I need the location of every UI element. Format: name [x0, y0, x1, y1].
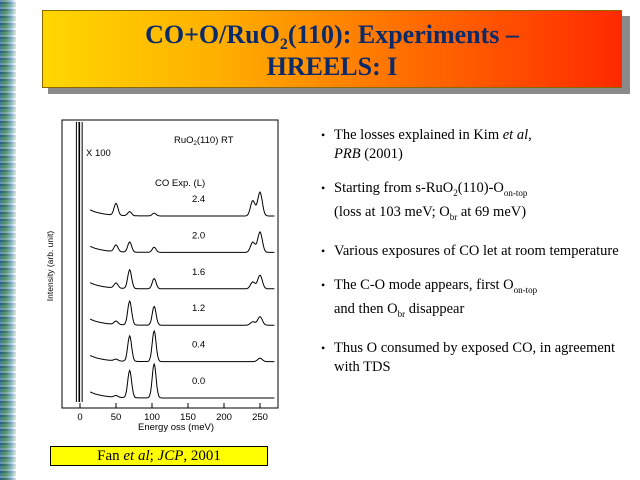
spectrum-line: [89, 268, 275, 290]
bullet-text: ,: [528, 127, 532, 143]
bullet-subscript: br: [449, 211, 458, 222]
multiplier-label: X 100: [86, 148, 111, 159]
decorative-side-texture: [0, 0, 16, 480]
y-axis-label: Intensity (arb. unit): [45, 231, 55, 302]
sample-label-a: RuO: [174, 135, 194, 146]
exposure-label: 1.6: [192, 267, 205, 278]
hreels-chart: 2.4 2.0 1.6 1.2 0.4 0.0 0 50 100 150 200 250 Inten…: [45, 119, 279, 433]
x-axis-label: Energy oss (meV): [138, 422, 214, 433]
citation-journal: JCP: [157, 448, 184, 464]
exposure-label: 2.4: [192, 194, 205, 205]
bullet-text: Thus O consumed by exposed CO, in agreem…: [334, 339, 616, 375]
slide-title: CO+O/RuO2(110): Experiments – HREELS: I: [42, 10, 622, 88]
bullet-text: Starting from s-RuO: [334, 180, 454, 196]
bullet-item: • Thus O consumed by exposed CO, in agre…: [320, 339, 625, 377]
bullet-text: The losses explained in Kim: [334, 127, 503, 143]
bullet-italic: PRB: [334, 146, 361, 162]
bullet-text: disappear: [405, 300, 465, 317]
exposure-label: 0.0: [192, 376, 205, 387]
bullet-dot: •: [321, 181, 326, 195]
sample-label: RuO2(110) RT: [174, 135, 234, 147]
bullet-text: Various exposures of CO let at room temp…: [334, 242, 619, 259]
title-part-b: (110): Experiments –: [287, 20, 519, 49]
bullet-dot: •: [321, 128, 326, 142]
citation-etal: et al: [123, 448, 150, 464]
bullet-italic: et al: [502, 127, 529, 143]
bullet-text: The C-O mode appears, first O: [334, 276, 514, 293]
bullet-dot: •: [321, 243, 326, 258]
decorative-side-strip: [0, 0, 16, 480]
citation-year: , 2001: [183, 448, 221, 464]
figure-citation: Fan et al; JCP, 2001: [50, 446, 268, 466]
x-tick-label: 100: [144, 412, 160, 423]
spectrum-line: [89, 191, 275, 217]
bullet-subscript: 2: [453, 187, 458, 198]
bullet-item: • Various exposures of CO let at room te…: [320, 242, 625, 261]
hreels-figure: 2.4 2.0 1.6 1.2 0.4 0.0 0 50 100 150 200 250 Inten…: [44, 116, 284, 434]
bullet-text: (2001): [360, 146, 403, 162]
title-line-2: HREELS: I: [266, 52, 398, 81]
bullet-subscript: br: [397, 308, 406, 319]
bullet-list: • The losses explained in Kim et al, PRB…: [320, 126, 625, 392]
x-tick-label: 250: [252, 412, 268, 423]
x-tick-label: 0: [77, 412, 82, 423]
bullet-text: at 69 meV): [457, 203, 527, 220]
exposure-label: 2.0: [192, 230, 205, 241]
bullet-item: • The C-O mode appears, first Oon-top an…: [320, 276, 625, 324]
bullet-subscript: on-top: [513, 284, 538, 295]
plot-frame: [61, 119, 279, 409]
sample-label-b: (110) RT: [197, 135, 234, 146]
spectrum-line: [89, 362, 275, 399]
bullet-dot: •: [321, 277, 326, 292]
spectrum-line: [89, 329, 275, 363]
bullet-text: (loss at 103 meV; O: [334, 203, 450, 220]
spectrum-line: [89, 299, 275, 326]
citation-sep: ;: [149, 448, 158, 464]
bullet-item: • Starting from s-RuO2(110)-Oon-top (loss…: [320, 179, 625, 227]
bullet-dot: •: [321, 340, 326, 355]
sample-label-sub: 2: [194, 141, 198, 147]
spectrum-line: [89, 231, 275, 253]
title-part-a: CO+O/RuO: [145, 20, 280, 49]
legend-title: CO Exp. (L): [155, 178, 205, 189]
x-tick-label: 150: [180, 412, 196, 423]
bullet-subscript: on-top: [503, 187, 528, 198]
title-line-1: CO+O/RuO2(110): Experiments –: [43, 19, 621, 54]
citation-author: Fan: [97, 448, 124, 464]
bullet-item: • The losses explained in Kim et al, PRB…: [320, 126, 625, 164]
bullet-text: and then O: [334, 300, 398, 317]
x-tick-label: 50: [111, 412, 122, 423]
bullet-text: (110)-O: [457, 180, 504, 196]
title-subscript: 2: [279, 36, 288, 54]
exposure-label: 1.2: [192, 303, 205, 314]
x-tick-label: 200: [216, 412, 232, 423]
exposure-label: 0.4: [192, 340, 205, 351]
